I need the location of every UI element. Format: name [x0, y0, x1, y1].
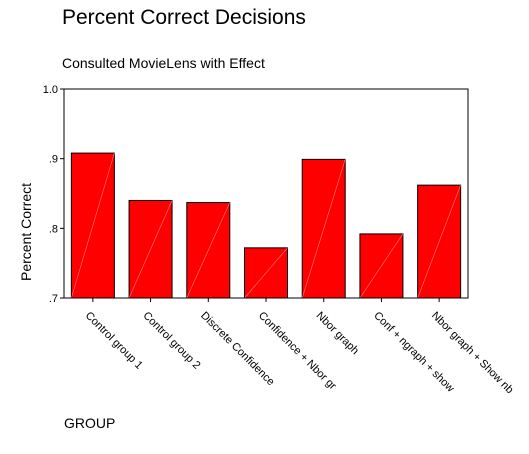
y-tick-label: 1.0 — [43, 84, 58, 96]
y-tick-label: .7 — [49, 293, 58, 305]
x-tick-label: Control group 2 — [140, 310, 202, 372]
y-axis-ticks: .7 .8 .9 1.0 — [43, 84, 64, 305]
x-tick-label: Nbor graph — [314, 310, 361, 357]
bars-group — [71, 153, 460, 298]
y-tick-label: .9 — [49, 154, 58, 166]
y-tick-label: .8 — [49, 223, 58, 235]
x-tick-label: Control group 1 — [83, 310, 145, 372]
